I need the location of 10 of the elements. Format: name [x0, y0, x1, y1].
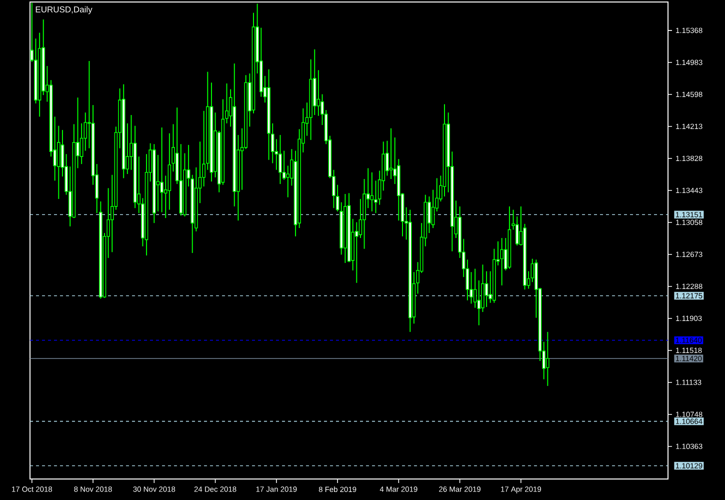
candlestick	[431, 189, 435, 229]
candlestick	[389, 128, 393, 180]
candlestick	[500, 238, 504, 286]
chart-title: EURUSD,Daily	[36, 6, 92, 14]
candlestick	[473, 268, 477, 308]
candlestick	[278, 134, 282, 184]
candlestick	[370, 172, 374, 212]
candlestick	[316, 70, 320, 116]
candlestick	[546, 331, 550, 386]
candlestick	[282, 150, 286, 180]
